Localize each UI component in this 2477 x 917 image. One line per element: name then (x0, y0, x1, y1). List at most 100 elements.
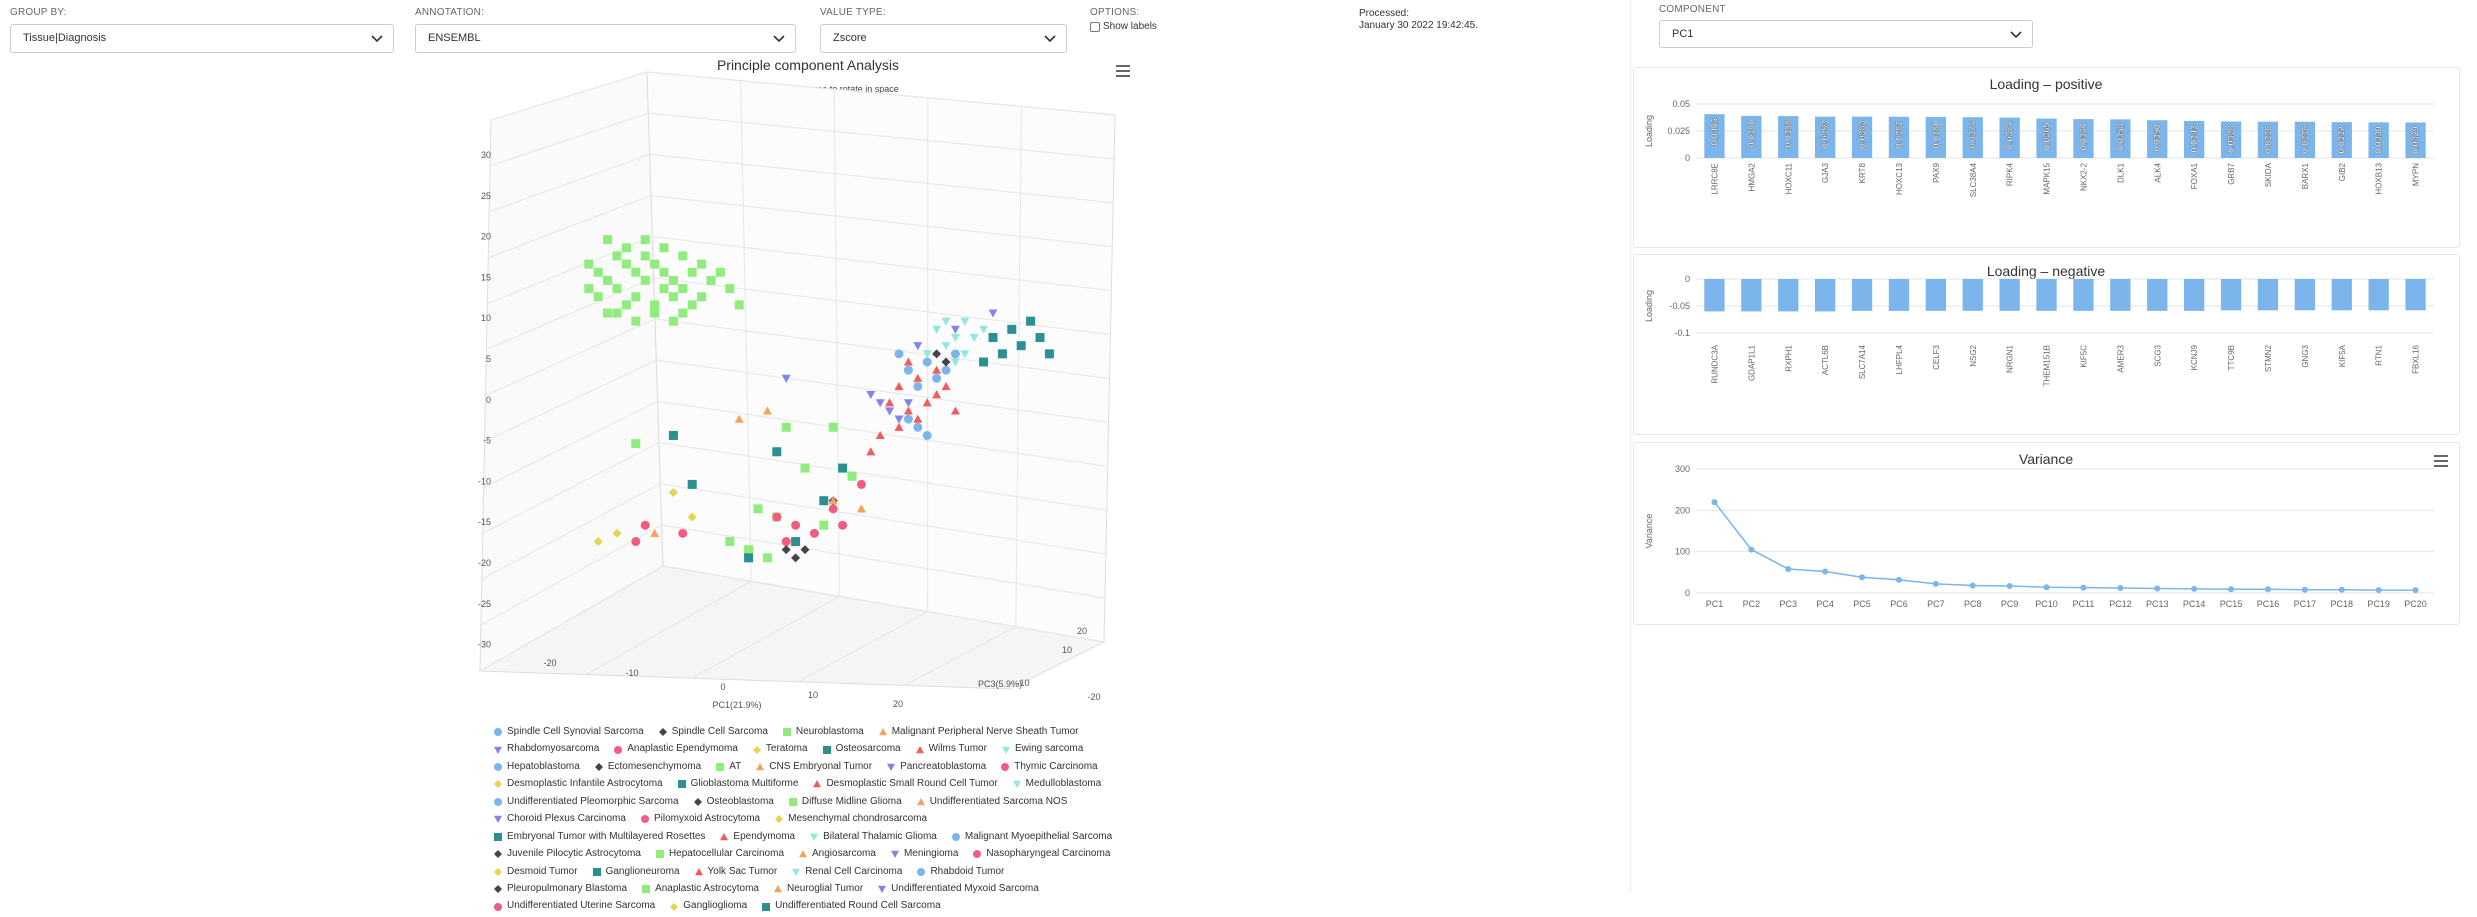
bar (1852, 279, 1872, 311)
pca-3d-frame (480, 72, 1115, 689)
legend-item[interactable]: Undifferentiated Pleomorphic Sarcoma (493, 795, 679, 809)
value-type-control: VALUE TYPE: (820, 7, 886, 18)
x-tick-label: BARX1 (2301, 162, 2310, 189)
x-tick-label: LHFPL4 (1895, 344, 1904, 374)
pca-3d-chart[interactable]: Principle component Analysis Click and d… (440, 52, 1140, 724)
pca-menu-icon[interactable] (1116, 65, 1130, 77)
legend-marker-icon (658, 727, 668, 737)
legend-item[interactable]: Spindle Cell Sarcoma (658, 725, 768, 739)
x-tick-label: LRRC8E (1710, 163, 1719, 195)
group-by-control: GROUP BY: (10, 7, 67, 18)
legend-item[interactable]: Wilms Tumor (915, 742, 987, 756)
pca-point (603, 235, 612, 244)
pca-point (622, 260, 631, 269)
legend-label: Medulloblastoma (1026, 777, 1102, 791)
annotation-select[interactable]: ENSEMBL (415, 24, 796, 53)
pca-point (951, 349, 960, 358)
x-tick-label: MAPK15 (2043, 162, 2052, 194)
group-by-value: Tissue|Diagnosis (23, 32, 106, 44)
legend-label: Undifferentiated Myxoid Sarcoma (891, 882, 1039, 896)
legend-item[interactable]: Glioblastoma Multiforme (677, 777, 799, 791)
legend-item[interactable]: Ganglioglioma (669, 899, 747, 913)
legend-item[interactable]: Pilomyxoid Astrocytoma (640, 812, 760, 826)
legend-item[interactable]: Angiosarcoma (798, 847, 876, 861)
legend-item[interactable]: Yolk Sac Tumor (694, 865, 778, 879)
legend-item[interactable]: Osteosarcoma (822, 742, 901, 756)
legend-marker (695, 868, 703, 875)
legend-item[interactable]: Anaplastic Astrocytoma (641, 882, 759, 896)
legend-item[interactable]: AT (715, 760, 741, 774)
x-tick-label: RUNDC3A (1710, 344, 1719, 383)
x-tick-label: PC8 (1964, 599, 1982, 609)
legend-label: Desmoplastic Infantile Astrocytoma (507, 777, 663, 791)
legend-item[interactable]: Undifferentiated Round Cell Sarcoma (761, 899, 940, 913)
pca-point (697, 292, 706, 301)
group-by-select[interactable]: Tissue|Diagnosis (10, 24, 394, 53)
legend-marker (656, 850, 664, 858)
pca-point (688, 480, 697, 489)
variance-menu-icon[interactable] (2434, 455, 2448, 467)
x-tick-label: NKX2-2 (2079, 162, 2088, 191)
legend-item[interactable]: Meningioma (890, 847, 958, 861)
show-labels-option[interactable]: Show labels (1090, 21, 1157, 32)
legend-item[interactable]: Undifferentiated Sarcoma NOS (916, 795, 1068, 809)
legend-item[interactable]: Neuroglial Tumor (773, 882, 863, 896)
legend-item[interactable]: Renal Cell Carcinoma (791, 865, 902, 879)
x-tick-label: THEM151B (2043, 345, 2052, 386)
legend-item[interactable]: Ewing sarcoma (1001, 742, 1083, 756)
legend-marker (494, 850, 502, 858)
legend-item[interactable]: Diffuse Midline Glioma (788, 795, 902, 809)
legend-item[interactable]: CNS Embryonal Tumor (755, 760, 872, 774)
legend-item[interactable]: Undifferentiated Myxoid Sarcoma (877, 882, 1039, 896)
legend-item[interactable]: Desmoid Tumor (493, 865, 578, 879)
legend-item[interactable]: Malignant Myoepithelial Sarcoma (951, 830, 1112, 844)
legend-item[interactable]: Choroid Plexus Carcinoma (493, 812, 626, 826)
x-tick-label: CELF3 (1932, 344, 1941, 369)
pca-y-tick-label: 30 (481, 150, 491, 160)
legend-item[interactable]: Teratoma (752, 742, 808, 756)
legend-item[interactable]: Anaplastic Ependymoma (613, 742, 738, 756)
legend-item[interactable]: Malignant Peripheral Nerve Sheath Tumor (878, 725, 1079, 739)
legend-item[interactable]: Rhabdoid Tumor (916, 865, 1004, 879)
legend-item[interactable]: Desmoplastic Small Round Cell Tumor (812, 777, 997, 791)
legend-item[interactable]: Neuroblastoma (782, 725, 864, 739)
annotation-control: ANNOTATION: (415, 7, 484, 18)
legend-item[interactable]: Ependymoma (719, 830, 795, 844)
y-axis-title: Variance (1644, 514, 1654, 549)
legend-marker-icon (916, 797, 926, 807)
legend-item[interactable]: Pancreatoblastoma (886, 760, 986, 774)
legend-label: Malignant Myoepithelial Sarcoma (965, 830, 1112, 844)
legend-marker (891, 851, 899, 858)
legend-item[interactable]: Desmoplastic Infantile Astrocytoma (493, 777, 663, 791)
value-type-select[interactable]: Zscore (820, 24, 1067, 53)
legend-marker (641, 815, 649, 823)
legend-item[interactable]: Bilateral Thalamic Glioma (809, 830, 937, 844)
variance-point (1896, 577, 1902, 583)
legend-item[interactable]: Juvenile Pilocytic Astrocytoma (493, 847, 641, 861)
legend-item[interactable]: Medulloblastoma (1012, 777, 1102, 791)
x-tick-label: TTC9B (2227, 345, 2236, 370)
legend-item[interactable]: Rhabdomyosarcoma (493, 742, 599, 756)
legend-item[interactable]: Osteoblastoma (693, 795, 774, 809)
legend-item[interactable]: Spindle Cell Synovial Sarcoma (493, 725, 644, 739)
legend-item[interactable]: Undifferentiated Uterine Sarcoma (493, 899, 655, 913)
legend-item[interactable]: Hepatocellular Carcinoma (655, 847, 784, 861)
legend-item[interactable]: Embryonal Tumor with Multilayered Rosett… (493, 830, 705, 844)
legend-item[interactable]: Ectomesenchymoma (594, 760, 701, 774)
legend-item[interactable]: Mesenchymal chondrosarcoma (774, 812, 927, 826)
component-control: COMPONENT (1659, 4, 1726, 15)
variance-point (2339, 587, 2345, 593)
legend-item[interactable]: Nasopharyngeal Carcinoma (972, 847, 1110, 861)
options-label: OPTIONS: (1090, 7, 1157, 18)
legend-label: Ganglioglioma (683, 899, 747, 913)
legend-item[interactable]: Thymic Carcinoma (1000, 760, 1097, 774)
pca-x-tick-label: -10 (625, 668, 638, 678)
component-select[interactable]: PC1 (1659, 20, 2033, 48)
pca-y-tick-label: 5 (486, 354, 491, 364)
legend-item[interactable]: Hepatoblastoma (493, 760, 580, 774)
y-axis-title: Loading (1644, 115, 1654, 147)
legend-item[interactable]: Pleuropulmonary Blastoma (493, 882, 627, 896)
pca-point (678, 251, 687, 260)
legend-item[interactable]: Ganglioneuroma (592, 865, 680, 879)
show-labels-checkbox[interactable] (1090, 22, 1100, 32)
